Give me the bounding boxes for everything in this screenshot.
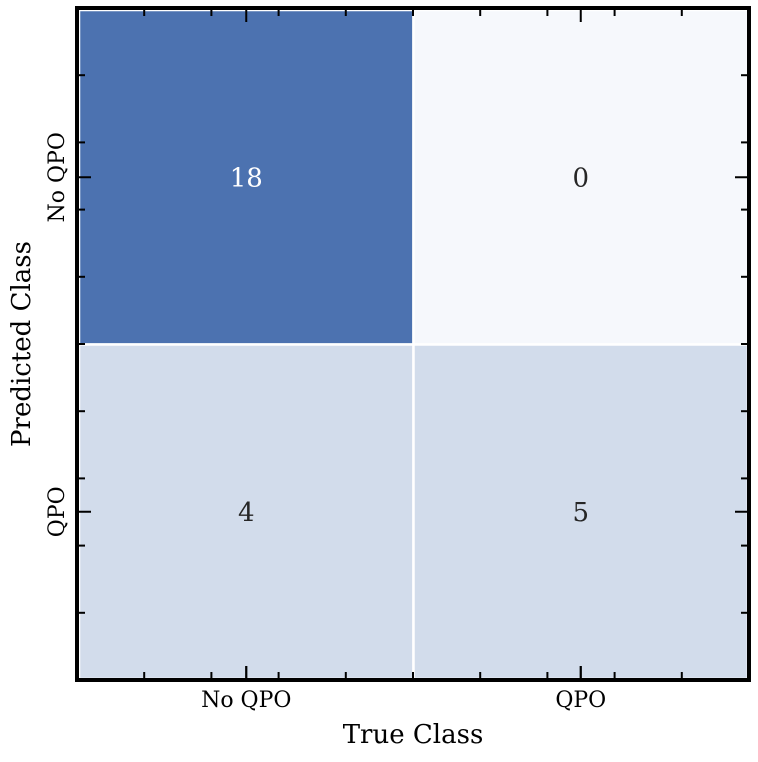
heatmap-cell-r0-c0 [77, 8, 415, 346]
x-tick-label-0: No QPO [201, 688, 291, 713]
y-tick-label-1: QPO [45, 486, 70, 537]
x-axis-label: True Class [343, 720, 484, 750]
cell-annotations: 18 0 4 5 [230, 163, 589, 528]
heatmap-cell-r1-c1 [412, 343, 750, 681]
heatmap-cell-r1-c0 [77, 343, 415, 681]
x-tick-label-1: QPO [555, 688, 606, 713]
y-axis-label: Predicted Class [7, 241, 37, 447]
heatmap-cell-r0-c1 [412, 8, 750, 346]
cell-value-r1-c0: 4 [238, 498, 255, 528]
plot-frame [75, 6, 751, 682]
cell-value-r0-c1: 0 [572, 163, 589, 193]
cell-value-r0-c0: 18 [230, 163, 263, 193]
y-tick-label-0: No QPO [45, 132, 70, 222]
cell-value-r1-c1: 5 [572, 498, 589, 528]
tick-labels: No QPO QPO No QPO QPO [45, 132, 606, 713]
heatmap-cells [77, 8, 750, 681]
